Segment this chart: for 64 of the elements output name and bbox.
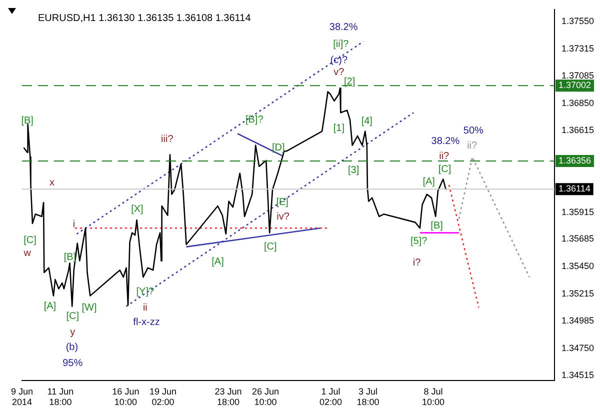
annotation: v? xyxy=(334,67,345,78)
x-tick-label: 19 Jun 02:00 xyxy=(149,386,176,408)
y-tick-label: 1.34985 xyxy=(561,315,594,326)
annotation: 38.2% xyxy=(329,22,358,34)
annotation: [C] xyxy=(24,234,37,246)
annotation: [X] xyxy=(131,204,144,215)
annotation: 50% xyxy=(463,126,484,137)
annotation: [4] xyxy=(361,116,373,128)
annotation: x xyxy=(49,177,54,188)
x-tick-label: 8 Jul 10:00 xyxy=(422,386,445,408)
y-tick-label: 1.34750 xyxy=(561,342,594,353)
annotation: [2] xyxy=(344,76,356,88)
annotation: 95% xyxy=(62,358,83,370)
annotation: y xyxy=(70,327,76,338)
y-tick-label: 1.35915 xyxy=(561,206,594,217)
ref-line-label: 1.36356 xyxy=(558,155,592,166)
y-tick-label: 1.37085 xyxy=(561,70,594,80)
annotation: [1] xyxy=(333,122,345,134)
y-tick-label: 1.35685 xyxy=(561,234,594,244)
annotation: [B] xyxy=(430,220,444,232)
annotation: (b) xyxy=(66,342,78,354)
y-tick-label: 1.36615 xyxy=(561,125,594,136)
annotation: [A] xyxy=(44,300,56,312)
annotation: i xyxy=(72,218,76,230)
annotation: [Y]? xyxy=(136,286,154,298)
y-tick-label: 1.35215 xyxy=(561,288,594,299)
annotation: [A] xyxy=(212,256,224,268)
y-tick-label: 1.37315 xyxy=(561,44,594,54)
annotation: w xyxy=(22,248,32,260)
annotation: iii? xyxy=(161,134,174,146)
annotation: [E] xyxy=(276,197,289,208)
annotation: 38.2% xyxy=(431,136,460,147)
y-tick-label: 1.37550 xyxy=(561,16,594,26)
annotation: [W] xyxy=(82,302,97,314)
x-tick-label: 26 Jun 10:00 xyxy=(252,386,280,408)
annotation: [C] xyxy=(438,164,452,176)
annotation: [ii]? xyxy=(333,38,350,50)
annotation: [B]? xyxy=(245,114,264,126)
annotation: ii? xyxy=(467,140,478,152)
annotation: [C] xyxy=(264,241,277,252)
annotation: [D] xyxy=(272,142,285,154)
ref-line-label: 1.36114 xyxy=(558,184,590,194)
chart-title: EURUSD,H1 1.36130 1.36135 1.36108 1.36114 xyxy=(38,13,252,24)
x-tick-label: 23 Jun 18:00 xyxy=(214,386,242,408)
annotation: [A] xyxy=(422,176,436,188)
ref-line-label: 1.37002 xyxy=(558,80,592,90)
annotation: fl-x-zz xyxy=(133,316,160,328)
y-tick-label: 1.35450 xyxy=(561,261,594,272)
annotation: [5]? xyxy=(410,236,428,247)
annotation: i? xyxy=(412,257,422,268)
annotation: ii? xyxy=(439,151,450,162)
x-tick-label: 16 Jun 10:00 xyxy=(112,386,140,408)
annotation: ii xyxy=(142,302,148,314)
x-tick-label: 1 Jul 02:00 xyxy=(319,386,342,408)
x-tick-label: 9 Jun 2014 xyxy=(10,386,34,408)
y-tick-label: 1.34515 xyxy=(561,370,594,380)
annotation: [C] xyxy=(66,311,80,322)
annotation: [3] xyxy=(348,165,360,176)
x-tick-label: 11 Jun 18:00 xyxy=(47,386,74,408)
annotation: [B] xyxy=(21,115,34,126)
annotation: (c)? xyxy=(330,55,348,66)
annotation: iv? xyxy=(276,211,290,222)
y-tick-label: 1.36850 xyxy=(561,98,594,108)
x-tick-label: 3 Jul 18:00 xyxy=(356,386,380,408)
